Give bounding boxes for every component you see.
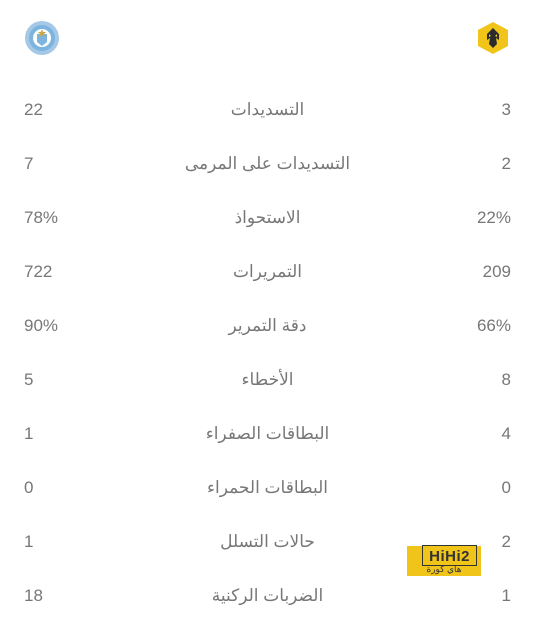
- stat-right-value: 2: [421, 154, 511, 174]
- stat-right-value: 209: [421, 262, 511, 282]
- stat-left-value: 0: [24, 478, 114, 498]
- stat-label: البطاقات الصفراء: [114, 424, 421, 444]
- stat-left-value: 1: [24, 532, 114, 552]
- stat-label: البطاقات الحمراء: [114, 478, 421, 498]
- stat-right-text: 66%: [477, 316, 511, 335]
- team-left-logo: [24, 20, 60, 56]
- stat-row: 0البطاقات الحمراء0: [24, 478, 511, 498]
- stat-right-text: 2: [502, 154, 511, 173]
- watermark: HiHi2: [422, 545, 477, 566]
- stats-body: 22التسديدات 3 7التسديدات على المرمى 2 78%الا…: [24, 100, 511, 606]
- stat-right-value: 66%: [421, 316, 511, 336]
- stat-label: التسديدات على المرمى: [114, 154, 421, 174]
- stat-row: 90%دقة التمرير 66%: [24, 316, 511, 336]
- teams-header: [24, 20, 511, 56]
- stat-right-text: 2: [502, 532, 511, 551]
- stat-left-value: 722: [24, 262, 114, 282]
- stat-label: حالات التسلل: [114, 532, 421, 552]
- stat-left-value: 90%: [24, 316, 114, 336]
- stat-right-value: 3: [421, 100, 511, 120]
- stat-row: 7التسديدات على المرمى 2: [24, 154, 511, 174]
- stat-label: الأخطاء: [114, 370, 421, 390]
- stat-label: التسديدات: [114, 100, 421, 120]
- stat-right-value: 22%: [421, 208, 511, 228]
- stat-right-text: 4: [502, 424, 511, 443]
- stat-right-value: 2هاي كورةHiHi2: [421, 532, 511, 552]
- stat-row: 1البطاقات الصفراء 4: [24, 424, 511, 444]
- stat-right-value: 0: [421, 478, 511, 498]
- team-right-logo: [475, 20, 511, 56]
- stat-left-value: 1: [24, 424, 114, 444]
- stat-row: 18الضربات الركنية 1: [24, 586, 511, 606]
- stat-right-value: 1: [421, 586, 511, 606]
- stats-container: 22التسديدات 3 7التسديدات على المرمى 2 78%الا…: [0, 0, 535, 606]
- stat-row: 1حالات التسلل2هاي كورةHiHi2: [24, 532, 511, 552]
- stat-right-text: 209: [483, 262, 511, 281]
- stat-label: دقة التمرير: [114, 316, 421, 336]
- stat-left-value: 18: [24, 586, 114, 606]
- stat-label: الاستحواذ: [114, 208, 421, 228]
- stat-right-value: 8: [421, 370, 511, 390]
- stat-label: الضربات الركنية: [114, 586, 421, 606]
- stat-right-value: 4: [421, 424, 511, 444]
- stat-left-value: 5: [24, 370, 114, 390]
- stat-right-text: 3: [502, 100, 511, 119]
- stat-left-value: 22: [24, 100, 114, 120]
- stat-row: 78%الاستحواذ 22%: [24, 208, 511, 228]
- stat-row: 5الأخطاء 8: [24, 370, 511, 390]
- stat-label: التمريرات: [114, 262, 421, 282]
- stat-left-value: 78%: [24, 208, 114, 228]
- stat-row: 722التمريرات 209: [24, 262, 511, 282]
- stat-left-value: 7: [24, 154, 114, 174]
- stat-right-text: 0: [502, 478, 511, 497]
- stat-right-text: 1: [502, 586, 511, 605]
- stat-right-text: 22%: [477, 208, 511, 227]
- stat-right-text: 8: [502, 370, 511, 389]
- stat-row: 22التسديدات 3: [24, 100, 511, 120]
